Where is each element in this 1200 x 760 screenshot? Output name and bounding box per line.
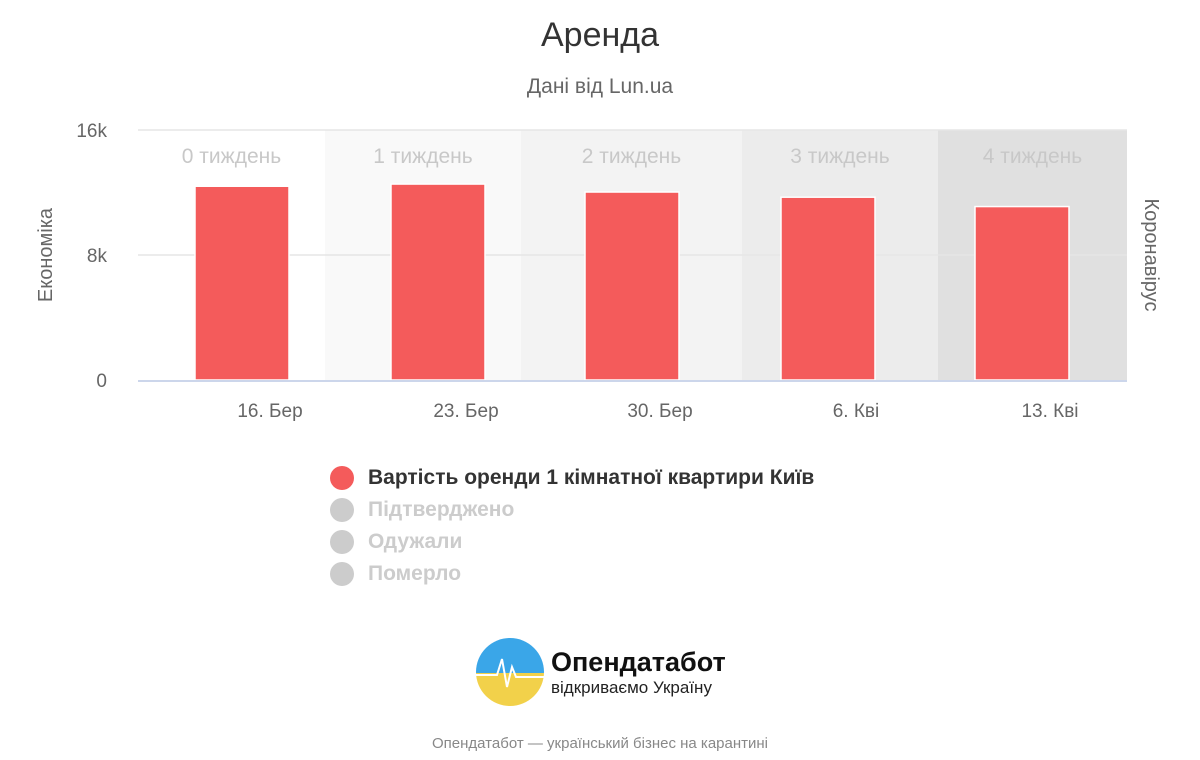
legend-marker-icon (330, 530, 354, 554)
legend-item[interactable]: Підтверджено (330, 494, 814, 526)
x-tick-label: 16. Бер (237, 401, 302, 422)
bar (194, 185, 290, 381)
legend-label: Вартість оренди 1 кімнатної квартири Киї… (368, 466, 815, 489)
y-tick-label: 8k (87, 246, 108, 267)
y-axis-title-right: Коронавірус (1140, 199, 1162, 312)
y-tick-label: 0 (96, 371, 107, 392)
plot-band-label: 1 тиждень (373, 145, 472, 168)
x-tick-label: 13. Кві (1021, 401, 1078, 422)
legend-marker-icon (330, 498, 354, 522)
x-tick-label: 30. Бер (627, 401, 692, 422)
y-axis-title: Економіка (35, 207, 57, 302)
legend-marker-icon (330, 562, 354, 586)
logo-icon (475, 638, 545, 706)
plot-band-label: 0 тиждень (182, 145, 281, 168)
legend-label: Одужали (368, 530, 463, 553)
bar (974, 205, 1070, 381)
legend-item[interactable]: Померло (330, 558, 814, 590)
plot-band-label: 3 тиждень (790, 145, 889, 168)
logo-name: Опендатабот (551, 646, 726, 677)
y-tick-label: 16k (76, 121, 107, 142)
logo: Опендатабот відкриваємо Україну (475, 637, 726, 707)
x-tick-label: 6. Кві (833, 401, 880, 422)
footer-text: Опендатабот — український бізнес на кара… (432, 735, 768, 752)
legend-label: Померло (368, 562, 462, 585)
plot-band-label: 4 тиждень (983, 145, 1082, 168)
chart-title: Аренда (540, 16, 660, 54)
chart-subtitle: Дані від Lun.ua (526, 75, 674, 98)
legend-marker-icon (330, 466, 354, 490)
legend-label: Підтверджено (368, 498, 515, 521)
bar (780, 196, 876, 381)
legend: Вартість оренди 1 кімнатної квартири Киї… (330, 462, 814, 590)
legend-item[interactable]: Вартість оренди 1 кімнатної квартири Киї… (330, 462, 814, 494)
logo-tagline: відкриваємо Україну (551, 677, 712, 697)
x-tick-label: 23. Бер (433, 401, 498, 422)
bar (390, 183, 486, 381)
plot-band-label: 2 тиждень (582, 145, 681, 168)
bar (584, 191, 680, 381)
legend-item[interactable]: Одужали (330, 526, 814, 558)
